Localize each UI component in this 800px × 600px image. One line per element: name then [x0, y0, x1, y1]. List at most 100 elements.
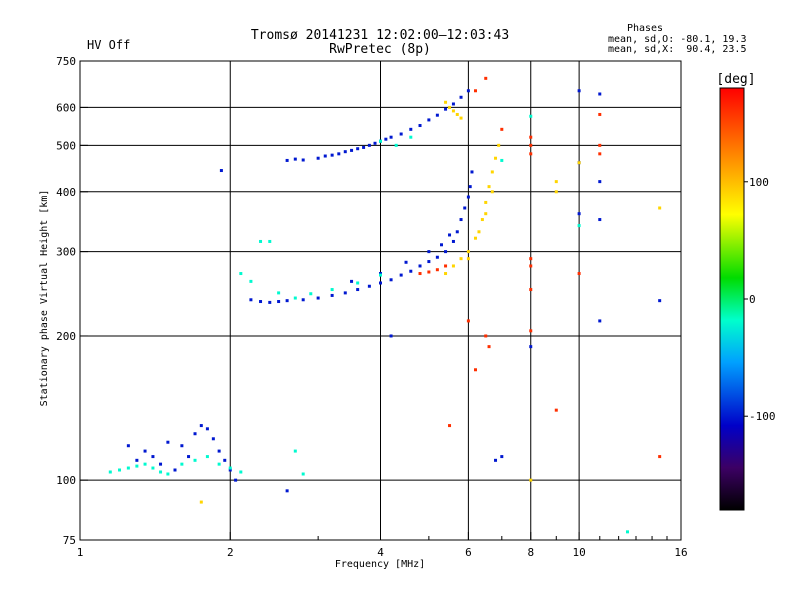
data-point: [598, 143, 602, 147]
data-point: [389, 334, 393, 338]
y-tick-label: 400: [56, 186, 76, 199]
data-point: [285, 489, 289, 493]
data-point: [166, 440, 170, 444]
data-point: [466, 250, 470, 254]
data-point: [356, 281, 360, 285]
data-point: [477, 230, 481, 234]
data-point: [598, 180, 602, 184]
data-point: [577, 272, 581, 276]
colorbar-tick-label: 0: [749, 293, 756, 306]
data-point: [468, 185, 472, 189]
data-point: [108, 470, 112, 474]
data-point: [159, 462, 163, 466]
data-point: [554, 190, 558, 194]
data-point: [205, 427, 209, 431]
data-point: [166, 472, 170, 476]
data-point: [529, 152, 533, 156]
data-point: [379, 273, 382, 277]
data-point: [239, 272, 243, 276]
data-point: [444, 100, 448, 104]
data-point: [451, 102, 455, 106]
data-point: [473, 89, 477, 93]
data-point: [309, 292, 313, 296]
data-point: [180, 444, 184, 448]
data-point: [418, 264, 422, 268]
data-point: [440, 243, 444, 247]
data-point: [577, 89, 581, 93]
data-point: [409, 127, 413, 131]
data-point: [285, 158, 289, 162]
data-point: [466, 89, 470, 93]
axis-ticks: 75 100 200 300 400 500 600 750 1 2 4 6 8 10 16: [56, 55, 688, 559]
data-point: [418, 272, 422, 276]
data-point: [211, 437, 215, 441]
x-tick-label: 10: [572, 546, 585, 559]
data-point: [205, 455, 209, 459]
data-point: [301, 298, 305, 302]
data-point: [350, 148, 354, 152]
data-point: [143, 449, 147, 453]
data-point: [577, 212, 581, 216]
data-point: [444, 250, 448, 254]
data-point: [473, 368, 477, 372]
data-point: [444, 272, 448, 276]
data-point: [384, 137, 388, 141]
data-point: [480, 218, 484, 222]
x-tick-label: 1: [77, 546, 84, 559]
data-point: [268, 300, 272, 304]
data-point: [379, 139, 382, 143]
colorbar-ticks: 100 0 -100: [744, 176, 776, 423]
data-point: [323, 154, 327, 158]
y-tick-label: 600: [56, 101, 76, 114]
data-point: [259, 300, 263, 304]
data-point: [529, 257, 533, 261]
data-point: [316, 296, 320, 300]
data-point: [409, 269, 413, 273]
data-point: [223, 458, 227, 462]
data-point: [577, 224, 581, 228]
data-point: [497, 143, 501, 147]
data-point: [484, 334, 488, 338]
data-point: [143, 462, 147, 466]
phase-o-stats: mean, sd,O: -80.1, 19.3: [608, 34, 746, 45]
data-point: [487, 185, 491, 189]
data-point: [418, 124, 422, 128]
data-point: [330, 153, 334, 157]
data-point: [343, 150, 347, 154]
data-point: [455, 230, 459, 234]
data-point: [249, 298, 253, 302]
data-point: [427, 250, 431, 254]
data-point: [367, 143, 371, 147]
data-point: [337, 152, 341, 156]
chart-subtitle: RwPretec (8p): [329, 42, 431, 57]
hv-status-label: HV Off: [87, 38, 130, 52]
data-point: [151, 466, 155, 470]
data-point: [658, 455, 662, 459]
data-point: [529, 478, 533, 482]
data-point: [151, 455, 155, 459]
phase-heading: Phases: [627, 23, 663, 34]
data-point: [379, 272, 382, 276]
x-tick-label: 6: [465, 546, 472, 559]
data-point: [554, 408, 558, 412]
data-point: [159, 470, 163, 474]
data-point: [234, 478, 238, 482]
data-point: [500, 158, 504, 162]
data-point: [598, 319, 602, 323]
data-point: [529, 135, 533, 139]
data-point: [529, 114, 533, 118]
y-tick-label: 750: [56, 55, 76, 68]
data-point: [466, 257, 470, 261]
data-point: [466, 319, 470, 323]
data-point: [484, 76, 488, 80]
data-point: [404, 260, 408, 264]
data-point: [399, 132, 403, 136]
data-point: [455, 112, 459, 116]
phase-x-stats: mean, sd,X: 90.4, 23.5: [608, 44, 746, 55]
data-point: [473, 236, 477, 240]
data-point: [529, 329, 533, 333]
data-point: [598, 218, 602, 222]
data-point: [399, 273, 403, 277]
x-axis-label: Frequency [MHz]: [335, 559, 425, 570]
